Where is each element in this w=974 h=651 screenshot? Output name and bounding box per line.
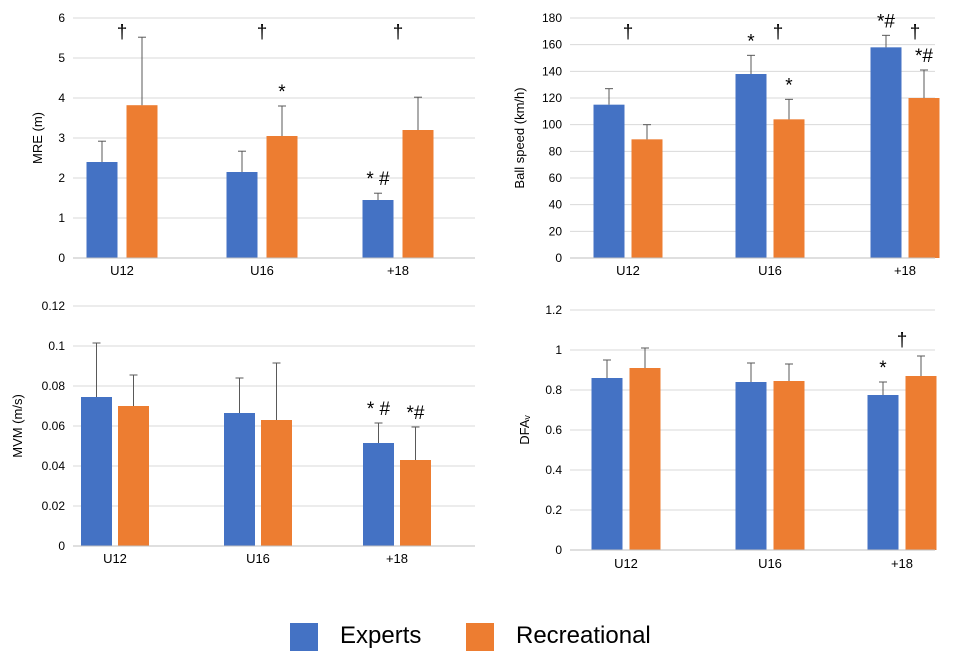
- y-tick-label: 140: [542, 64, 562, 78]
- y-tick-label: 0.6: [545, 423, 562, 437]
- bar-recreational-plus18: [402, 130, 434, 258]
- significance-marker: †: [393, 22, 404, 43]
- legend-label-recreational: Recreational: [516, 622, 651, 649]
- y-tick-label: 4: [58, 91, 65, 105]
- y-tick-label: 0: [555, 251, 562, 265]
- significance-marker: †: [257, 22, 268, 43]
- significance-marker: †: [117, 22, 128, 43]
- x-tick-label: U12: [103, 551, 127, 566]
- bar-experts-u16: [224, 413, 255, 546]
- y-tick-label: 2: [58, 171, 65, 185]
- x-tick-label: U12: [614, 556, 638, 571]
- significance-marker: *#: [915, 46, 933, 67]
- y-tick-label: 60: [549, 171, 563, 185]
- bar-recreational-u16: [773, 119, 805, 258]
- significance-marker: * #: [366, 169, 390, 190]
- y-tick-label: 0: [58, 251, 65, 265]
- bar-recreational-plus18: [908, 98, 940, 258]
- y-axis-label: MVM (m/s): [10, 394, 25, 458]
- x-tick-label: +18: [891, 556, 913, 571]
- bar-experts-plus18: [362, 200, 394, 258]
- bar-recreational-u12: [118, 406, 149, 546]
- bar-recreational-u12: [126, 105, 158, 258]
- y-tick-label: 180: [542, 11, 562, 25]
- y-tick-label: 0.2: [545, 503, 562, 517]
- significance-marker: * #: [367, 399, 391, 420]
- significance-marker: †: [910, 22, 921, 43]
- y-axis-label: MRE (m): [30, 112, 45, 164]
- y-tick-label: 0.06: [42, 419, 66, 433]
- x-tick-label: U16: [246, 551, 270, 566]
- legend-label-experts: Experts: [340, 622, 422, 649]
- y-tick-label: 1.2: [545, 303, 562, 317]
- significance-marker: †: [623, 22, 634, 43]
- x-tick-label: U12: [110, 263, 134, 278]
- chart-mre: 0 1 2 3 4 5 6 MRE (m) U12 U16 +18 † † † * * #: [30, 11, 475, 278]
- x-tick-label: U16: [250, 263, 274, 278]
- y-tick-label: 100: [542, 118, 562, 132]
- legend-swatch-experts: [290, 623, 318, 651]
- bar-experts-plus18: [363, 443, 394, 546]
- significance-marker: *#: [877, 11, 895, 32]
- bar-recreational-plus18: [400, 460, 431, 546]
- bar-recreational-u16: [261, 420, 292, 546]
- y-tick-label: 160: [542, 38, 562, 52]
- y-tick-label: 0: [555, 543, 562, 557]
- significance-marker: *: [785, 75, 793, 96]
- bar-recreational-u16: [773, 381, 805, 550]
- chart-mvm: 0 0.02 0.04 0.06 0.08 0.1 0.12 MVM (m/s) U12 U16 +…: [10, 299, 475, 566]
- significance-marker: *#: [407, 403, 425, 424]
- bar-experts-u12: [86, 162, 118, 258]
- y-axis-label: DFAᵥ: [517, 414, 532, 444]
- x-tick-label: U12: [616, 263, 640, 278]
- y-tick-label: 20: [549, 224, 563, 238]
- x-tick-label: U16: [758, 556, 782, 571]
- bar-experts-u12: [593, 104, 625, 259]
- bar-experts-u12: [81, 397, 112, 546]
- x-tick-label: +18: [387, 263, 409, 278]
- bar-experts-u16: [226, 172, 258, 258]
- chart-ball-speed: 0 20 40 60 80 100 120 140 160 180 Ball speed (km/h…: [512, 11, 940, 278]
- x-tick-label: +18: [386, 551, 408, 566]
- x-tick-label: +18: [894, 263, 916, 278]
- bar-experts-u16: [735, 382, 767, 550]
- significance-marker: *: [879, 358, 887, 379]
- y-tick-label: 0.1: [48, 339, 65, 353]
- y-tick-label: 0.02: [42, 499, 66, 513]
- y-tick-label: 0.12: [42, 299, 66, 313]
- y-tick-label: 0.8: [545, 383, 562, 397]
- y-tick-label: 0: [58, 539, 65, 553]
- bar-recreational-u12: [631, 139, 663, 258]
- x-tick-label: U16: [758, 263, 782, 278]
- legend-swatch-recreational: [466, 623, 494, 651]
- bar-recreational-u16: [266, 136, 298, 258]
- bar-experts-plus18: [867, 395, 899, 550]
- y-tick-label: 80: [549, 144, 563, 158]
- significance-marker: †: [773, 22, 784, 43]
- y-tick-label: 0.08: [42, 379, 66, 393]
- chart-dfa: 0 0.2 0.4 0.6 0.8 1 1.2 DFAᵥ U12 U16 +18 * †: [517, 303, 937, 571]
- y-tick-label: 3: [58, 131, 65, 145]
- y-tick-label: 1: [555, 343, 562, 357]
- y-tick-label: 1: [58, 211, 65, 225]
- y-tick-label: 0.04: [42, 459, 66, 473]
- bar-experts-plus18: [870, 47, 902, 259]
- y-tick-label: 40: [549, 198, 563, 212]
- legend: Experts Recreational: [0, 620, 974, 651]
- y-tick-label: 5: [58, 51, 65, 65]
- y-tick-label: 0.4: [545, 463, 562, 477]
- significance-marker: *: [747, 31, 755, 52]
- y-tick-label: 6: [58, 11, 65, 25]
- significance-marker: *: [278, 82, 286, 103]
- y-tick-label: 120: [542, 91, 562, 105]
- bar-experts-u16: [735, 74, 767, 258]
- y-axis-label: Ball speed (km/h): [512, 87, 527, 188]
- bar-experts-u12: [591, 378, 623, 550]
- significance-marker: †: [897, 330, 908, 351]
- bar-recreational-plus18: [905, 376, 937, 550]
- bar-recreational-u12: [629, 368, 661, 550]
